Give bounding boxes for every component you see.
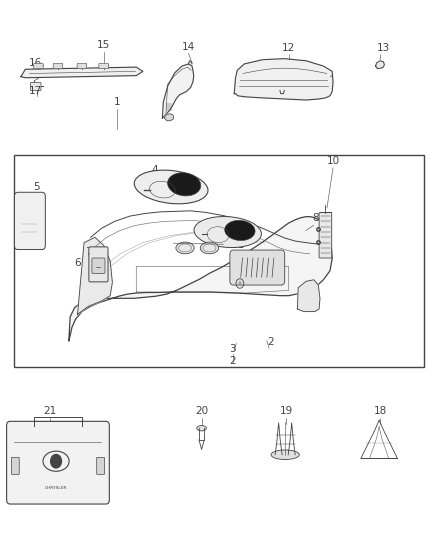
Circle shape [50, 454, 62, 469]
Text: 6: 6 [74, 258, 81, 268]
Polygon shape [69, 216, 332, 341]
Text: 15: 15 [97, 40, 110, 50]
Text: 5: 5 [33, 182, 39, 192]
FancyBboxPatch shape [319, 213, 332, 258]
Polygon shape [165, 114, 173, 120]
Text: 1: 1 [113, 98, 120, 108]
Ellipse shape [200, 242, 219, 254]
FancyBboxPatch shape [77, 63, 87, 69]
Text: 19: 19 [280, 406, 293, 416]
Text: 10: 10 [326, 156, 339, 166]
Ellipse shape [225, 220, 255, 240]
Text: 2: 2 [267, 337, 274, 347]
Bar [14, 155, 424, 367]
Text: 17: 17 [29, 86, 42, 96]
FancyBboxPatch shape [92, 258, 105, 273]
FancyBboxPatch shape [97, 457, 105, 474]
Text: 9: 9 [325, 224, 332, 233]
Ellipse shape [197, 425, 206, 431]
Text: 18: 18 [374, 406, 387, 416]
FancyBboxPatch shape [31, 83, 41, 91]
Text: 2: 2 [230, 356, 236, 366]
FancyBboxPatch shape [34, 63, 43, 69]
Polygon shape [162, 64, 194, 118]
FancyBboxPatch shape [11, 457, 19, 474]
Text: CHRYSLER: CHRYSLER [45, 486, 67, 490]
Polygon shape [297, 280, 320, 312]
Text: 11: 11 [232, 239, 245, 249]
FancyBboxPatch shape [230, 250, 285, 285]
Ellipse shape [168, 173, 201, 196]
Text: 16: 16 [29, 58, 42, 68]
Text: 20: 20 [195, 406, 208, 416]
Text: 8: 8 [312, 213, 319, 223]
FancyBboxPatch shape [7, 421, 109, 504]
FancyBboxPatch shape [99, 63, 109, 69]
Text: 4: 4 [152, 165, 158, 175]
Text: 7: 7 [85, 247, 92, 257]
FancyBboxPatch shape [53, 63, 63, 69]
Ellipse shape [194, 216, 261, 247]
Ellipse shape [134, 170, 208, 204]
Polygon shape [234, 59, 333, 100]
Text: 21: 21 [43, 406, 57, 416]
FancyBboxPatch shape [89, 247, 108, 282]
Polygon shape [78, 237, 113, 314]
Text: 3: 3 [230, 344, 236, 354]
Text: 14: 14 [182, 42, 195, 52]
Ellipse shape [271, 450, 299, 459]
Ellipse shape [176, 242, 194, 254]
Polygon shape [376, 61, 385, 69]
Text: 12: 12 [282, 43, 295, 53]
Text: 13: 13 [377, 43, 390, 53]
Polygon shape [21, 67, 143, 78]
FancyBboxPatch shape [14, 192, 46, 249]
